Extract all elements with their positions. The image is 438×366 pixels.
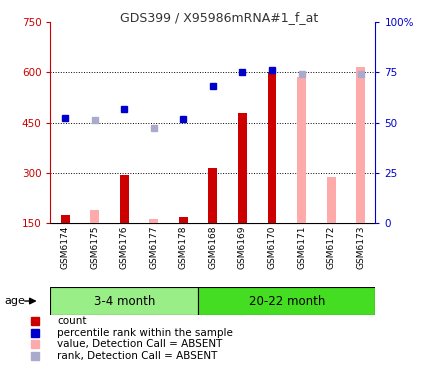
Text: GSM6176: GSM6176	[120, 225, 128, 269]
Bar	[297, 77, 305, 223]
Bar	[179, 217, 187, 223]
Bar	[198, 287, 374, 315]
Text: GSM6177: GSM6177	[149, 225, 158, 269]
Bar	[355, 67, 364, 223]
Bar	[326, 177, 335, 223]
Bar	[208, 168, 217, 223]
Bar	[60, 215, 70, 223]
Text: GSM6174: GSM6174	[60, 225, 70, 269]
Bar	[267, 72, 276, 223]
Text: 3-4 month: 3-4 month	[93, 295, 155, 307]
Text: age: age	[4, 296, 25, 306]
Text: rank, Detection Call = ABSENT: rank, Detection Call = ABSENT	[57, 351, 217, 361]
Text: GSM6172: GSM6172	[326, 225, 335, 269]
Text: GDS399 / X95986mRNA#1_f_at: GDS399 / X95986mRNA#1_f_at	[120, 11, 318, 24]
Text: GSM6178: GSM6178	[178, 225, 187, 269]
Bar	[149, 219, 158, 223]
Text: GSM6175: GSM6175	[90, 225, 99, 269]
Text: value, Detection Call = ABSENT: value, Detection Call = ABSENT	[57, 340, 222, 350]
Text: percentile rank within the sample: percentile rank within the sample	[57, 328, 233, 337]
Bar	[50, 287, 198, 315]
Text: GSM6171: GSM6171	[297, 225, 305, 269]
Text: GSM6173: GSM6173	[355, 225, 364, 269]
Text: count: count	[57, 316, 86, 326]
Bar	[237, 113, 246, 223]
Bar	[90, 210, 99, 223]
Text: GSM6168: GSM6168	[208, 225, 217, 269]
Bar	[120, 175, 128, 223]
Text: 20-22 month: 20-22 month	[248, 295, 324, 307]
Text: GSM6170: GSM6170	[267, 225, 276, 269]
Text: GSM6169: GSM6169	[237, 225, 247, 269]
